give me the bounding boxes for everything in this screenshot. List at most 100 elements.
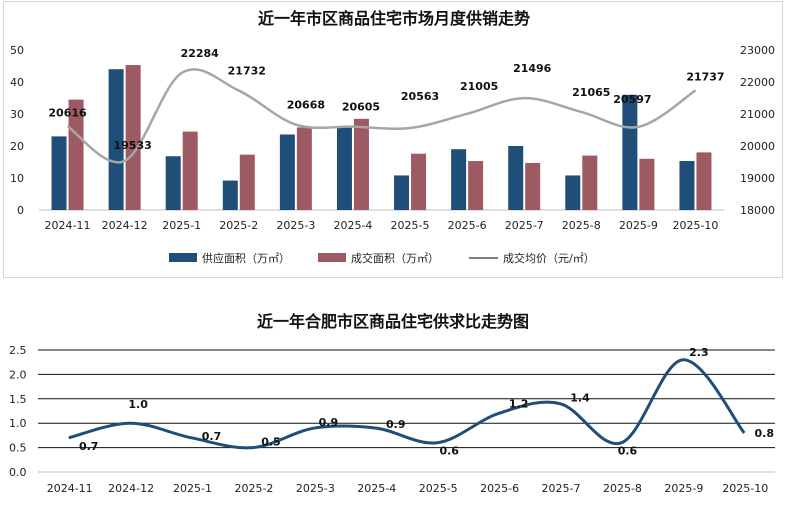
x-axis-tick-label: 2025-1 bbox=[162, 219, 201, 232]
sales-area-bar bbox=[696, 152, 712, 210]
y-axis-tick-label: 1.0 bbox=[9, 417, 27, 430]
supply-demand-ratio-chart: 近一年合肥市区商品住宅供求比走势图 0.0 0.5 1.0 1.5 2.0 2.5 2024-… bbox=[9, 312, 775, 495]
supply-demand-ratio-chart-panel: 近一年合肥市区商品住宅供求比走势图 0.0 0.5 1.0 1.5 2.0 2.5 2024-… bbox=[3, 290, 783, 506]
sales-area-bar bbox=[468, 161, 484, 210]
y2-axis-tick-label: 21000 bbox=[740, 108, 775, 121]
legend-sales-swatch bbox=[318, 253, 346, 262]
ratio-data-label: 1.0 bbox=[128, 398, 148, 411]
supply-area-bar bbox=[222, 180, 238, 210]
chart-title: 近一年合肥市区商品住宅供求比走势图 bbox=[257, 312, 529, 331]
x-axis-tick-label: 2025-7 bbox=[542, 482, 581, 495]
x-axis-tick-label: 2025-3 bbox=[276, 219, 315, 232]
ratio-data-label: 1.4 bbox=[570, 392, 590, 405]
avg-price-data-label: 21732 bbox=[228, 65, 266, 78]
x-axis-tick-label: 2025-3 bbox=[296, 482, 335, 495]
sales-area-bar bbox=[296, 127, 312, 210]
x-axis-tick-label: 2025-10 bbox=[672, 219, 718, 232]
ratio-data-label: 0.8 bbox=[755, 427, 775, 440]
avg-price-line bbox=[66, 68, 697, 164]
sales-area-bar bbox=[525, 162, 541, 210]
y-axis-tick-label: 10 bbox=[10, 172, 24, 185]
sales-area-bar bbox=[239, 154, 255, 210]
y-axis-tick-label: 0.5 bbox=[9, 442, 27, 455]
supply-area-bar bbox=[679, 161, 695, 210]
sales-area-bar bbox=[125, 65, 141, 210]
x-axis-tick-label: 2024-12 bbox=[108, 482, 154, 495]
supply-area-bar bbox=[108, 69, 124, 210]
supply-area-bar bbox=[165, 156, 181, 210]
x-axis-tick-label: 2025-9 bbox=[664, 482, 703, 495]
ratio-data-label: 0.9 bbox=[319, 416, 339, 429]
ratio-data-label: 0.7 bbox=[79, 440, 99, 453]
x-axis-tick-label: 2025-7 bbox=[505, 219, 544, 232]
supply-area-bar bbox=[51, 136, 67, 210]
ratio-data-label: 2.3 bbox=[689, 346, 709, 359]
y2-axis-tick-label: 18000 bbox=[740, 204, 775, 217]
avg-price-data-label: 20597 bbox=[613, 93, 651, 106]
x-axis-tick-label: 2025-1 bbox=[173, 482, 212, 495]
x-axis-tick-label: 2025-4 bbox=[333, 219, 372, 232]
legend-sales-label: 成交面积（万㎡） bbox=[351, 251, 439, 265]
x-axis-tick-label: 2024-11 bbox=[47, 482, 93, 495]
y2-axis-tick-label: 22000 bbox=[740, 76, 775, 89]
y-axis-tick-label: 2.5 bbox=[9, 344, 27, 357]
y-axis-tick-label: 40 bbox=[10, 76, 24, 89]
legend-supply-swatch bbox=[169, 253, 197, 262]
chart-title: 近一年市区商品住宅市场月度供销走势 bbox=[258, 9, 530, 28]
x-axis-tick-label: 2025-2 bbox=[219, 219, 258, 232]
ratio-data-label: 0.6 bbox=[618, 445, 638, 458]
sales-area-bar bbox=[182, 131, 198, 210]
x-axis-tick-label: 2025-10 bbox=[722, 482, 768, 495]
y-axis-tick-label: 0.0 bbox=[9, 466, 27, 479]
supply-area-bar bbox=[565, 175, 581, 210]
supply-sales-chart-panel: 近一年市区商品住宅市场月度供销走势 0 10 20 30 40 50 18000 19000 20… bbox=[3, 1, 783, 278]
y2-axis-tick-label: 20000 bbox=[740, 140, 775, 153]
sales-area-bar bbox=[582, 155, 598, 210]
y-axis-tick-label: 2.0 bbox=[9, 368, 27, 381]
avg-price-data-label: 20616 bbox=[48, 106, 87, 119]
supply-area-bar bbox=[394, 175, 410, 210]
x-axis-tick-label: 2025-5 bbox=[391, 219, 430, 232]
ratio-data-label: 0.5 bbox=[261, 436, 281, 449]
y-axis-tick-label: 50 bbox=[10, 44, 24, 57]
avg-price-data-label: 20668 bbox=[287, 99, 325, 112]
supply-area-bar bbox=[508, 146, 524, 210]
ratio-data-label: 0.6 bbox=[439, 445, 459, 458]
x-axis-tick-label: 2025-2 bbox=[234, 482, 273, 495]
supply-demand-ratio-line bbox=[68, 358, 746, 450]
avg-price-data-label: 20563 bbox=[401, 90, 439, 103]
supply-area-bar bbox=[336, 126, 352, 210]
x-axis-tick-label: 2025-6 bbox=[480, 482, 519, 495]
sales-area-bar bbox=[68, 99, 84, 210]
y-axis-tick-label: 1.5 bbox=[9, 393, 27, 406]
x-axis-tick-label: 2024-11 bbox=[45, 219, 91, 232]
ratio-data-label: 1.2 bbox=[509, 397, 529, 410]
avg-price-data-label: 21737 bbox=[686, 70, 724, 83]
supply-sales-chart: 近一年市区商品住宅市场月度供销走势 0 10 20 30 40 50 18000 19000 20… bbox=[10, 9, 775, 265]
avg-price-data-label: 21005 bbox=[460, 80, 498, 93]
sales-area-bar bbox=[353, 118, 369, 210]
y2-axis-tick-label: 23000 bbox=[740, 44, 775, 57]
avg-price-data-label: 20605 bbox=[342, 101, 380, 114]
x-axis-tick-label: 2025-5 bbox=[419, 482, 458, 495]
x-axis-tick-label: 2025-8 bbox=[603, 482, 642, 495]
supply-area-bar bbox=[279, 134, 295, 210]
sales-area-bar bbox=[639, 158, 655, 210]
legend-price-label: 成交均价（元/㎡） bbox=[503, 251, 595, 265]
x-axis-tick-label: 2025-9 bbox=[619, 219, 658, 232]
y-axis-tick-label: 20 bbox=[10, 140, 24, 153]
y-axis-tick-label: 0 bbox=[17, 204, 24, 217]
avg-price-data-label: 22284 bbox=[181, 47, 220, 60]
x-axis-tick-label: 2025-6 bbox=[448, 219, 487, 232]
avg-price-data-label: 21065 bbox=[572, 86, 610, 99]
x-axis-tick-label: 2024-12 bbox=[102, 219, 148, 232]
supply-area-bar bbox=[622, 94, 638, 210]
x-axis-tick-label: 2025-4 bbox=[357, 482, 396, 495]
y2-axis-tick-label: 19000 bbox=[740, 172, 775, 185]
avg-price-data-label: 21496 bbox=[513, 62, 552, 75]
ratio-data-label: 0.7 bbox=[202, 430, 222, 443]
legend-supply-label: 供应面积（万㎡） bbox=[202, 251, 290, 265]
ratio-data-label: 0.9 bbox=[386, 418, 406, 431]
avg-price-data-label: 19533 bbox=[113, 139, 151, 152]
x-axis-tick-label: 2025-8 bbox=[562, 219, 601, 232]
